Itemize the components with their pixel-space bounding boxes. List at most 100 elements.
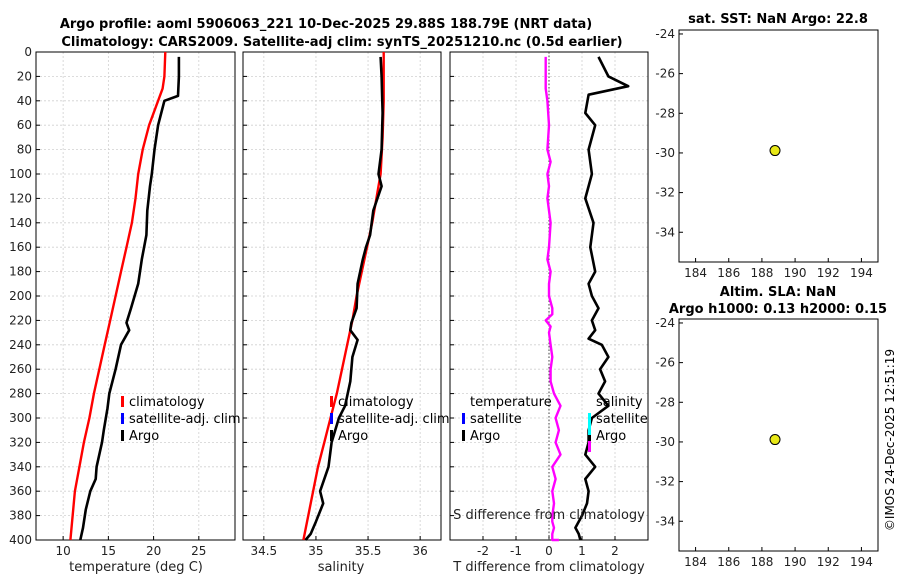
- map_sla-xtick-label: 188: [750, 555, 773, 569]
- sla-map-title-line1: Altim. SLA: NaN: [720, 285, 836, 300]
- map_sla-xtick-label: 190: [784, 555, 807, 569]
- map_sst-ytick-label: -34: [655, 225, 675, 239]
- difference-xtick-label: -1: [510, 544, 522, 558]
- map_sst-xtick-label: 194: [850, 266, 873, 280]
- map_sla-ytick-label: -26: [655, 356, 675, 370]
- sst-map-panel: 184 186 188 190 192 194 -24 -26 -28 -30 -32 -34: [655, 27, 879, 280]
- map_sla-ytick-label: -24: [655, 316, 675, 330]
- difference-temperature-legend-swatch: [462, 430, 465, 441]
- temperature-legend-label: Argo: [129, 429, 159, 444]
- difference-xlabel: T difference from climatology: [452, 560, 645, 575]
- temperature-legend-swatch: [121, 413, 124, 424]
- depth-tick-label: 160: [9, 240, 32, 254]
- temperature-legend-label: satellite-adj. clim: [129, 412, 241, 427]
- satellite-salinity-marker: [588, 424, 591, 435]
- temperature-xtick-label: 15: [101, 544, 116, 558]
- imos-timestamp: ©IMOS 24-Dec-2025 12:51:19: [883, 349, 897, 531]
- map_sla-xtick-label: 186: [717, 555, 740, 569]
- depth-tick-label: 20: [17, 69, 32, 83]
- salinity-legend-label: satellite-adj. clim: [338, 412, 450, 427]
- map_sla-ytick-label: -34: [655, 514, 675, 528]
- depth-tick-label: 120: [9, 191, 32, 205]
- temperature-panel: 0 20 40 60 80 100 120 140 160 180 200 220 240 260 280 3…: [9, 45, 241, 558]
- salinity-panel: 34.5 35 35.5 36 climatology satellite-adj. cl…: [242, 51, 450, 558]
- salinity-xlabel: salinity: [318, 560, 365, 575]
- depth-tick-label: 60: [17, 118, 32, 132]
- figure-title-line1: Argo profile: aoml 5906063_221 10-Dec-20…: [60, 17, 592, 32]
- map_sst-ytick-label: -28: [655, 106, 675, 120]
- temperature-climatology-line: [69, 51, 167, 541]
- depth-tick-label: 260: [9, 362, 32, 376]
- temperature-xtick-label: 25: [191, 544, 206, 558]
- difference-xtick-label: -2: [477, 544, 489, 558]
- salinity-legend-swatch: [330, 430, 333, 441]
- salinity-xtick-label: 34.5: [250, 544, 277, 558]
- difference-temperature-legend-label: satellite: [470, 412, 522, 427]
- difference-salinity-legend-label: salinity: [596, 395, 643, 410]
- map_sla-ytick-label: -30: [655, 435, 675, 449]
- salinity-legend-swatch: [330, 413, 333, 424]
- figure-title-line2: Climatology: CARS2009. Satellite-adj cli…: [61, 35, 622, 50]
- depth-tick-label: 280: [9, 387, 32, 401]
- depth-tick-label: 320: [9, 435, 32, 449]
- map_sst-xtick-label: 188: [750, 266, 773, 280]
- salinity-xtick-label: 36: [413, 544, 428, 558]
- salinity-xtick-label: 35: [308, 544, 323, 558]
- salinity-legend-swatch: [330, 396, 333, 407]
- map_sla-axes-box: [678, 318, 879, 552]
- depth-tick-label: 180: [9, 265, 32, 279]
- map_sst-xtick-label: 186: [717, 266, 740, 280]
- difference-temperature-legend-swatch: [462, 413, 465, 424]
- difference-xtick-label: 0: [545, 544, 553, 558]
- temperature-legend-swatch: [121, 430, 124, 441]
- depth-tick-label: 380: [9, 509, 32, 523]
- depth-tick-label: 40: [17, 94, 32, 108]
- temperature-xtick-label: 20: [146, 544, 161, 558]
- depth-tick-label: 300: [9, 411, 32, 425]
- map_sst-ytick-label: -26: [655, 67, 675, 81]
- difference-salinity-legend-label: satellite: [596, 412, 648, 427]
- map_sla-xtick-label: 192: [817, 555, 840, 569]
- difference-salinity-legend-swatch: [588, 413, 591, 424]
- difference-salinity-legend-swatch: [588, 430, 591, 441]
- difference-temperature-legend-label: Argo: [470, 429, 500, 444]
- depth-tick-label: 340: [9, 460, 32, 474]
- difference-temperature-legend-label: temperature: [470, 395, 552, 410]
- map_sst-xtick-label: 184: [684, 266, 707, 280]
- map_sst-ytick-label: -32: [655, 186, 675, 200]
- depth-tick-label: 200: [9, 289, 32, 303]
- map_sla-argo-position-marker: [769, 434, 781, 446]
- map_sst-axes-box: [678, 29, 879, 263]
- difference-xtick-label: 2: [611, 544, 619, 558]
- map_sst-argo-position-marker: [769, 145, 781, 157]
- difference-xtick-label: 1: [578, 544, 586, 558]
- difference-salinity-legend-label: Argo: [596, 429, 626, 444]
- temperature-difference-line: [544, 56, 562, 542]
- depth-tick-label: 100: [9, 167, 32, 181]
- depth-tick-label: 140: [9, 216, 32, 230]
- depth-tick-label: 240: [9, 338, 32, 352]
- salinity-difference-line: [574, 56, 630, 541]
- temperature-xlabel: temperature (deg C): [69, 560, 203, 575]
- map_sst-ytick-label: -30: [655, 146, 675, 160]
- difference-secondary-label: S difference from climatology: [453, 508, 645, 523]
- sst-map-title: sat. SST: NaN Argo: 22.8: [688, 12, 868, 27]
- map_sla-ytick-label: -28: [655, 395, 675, 409]
- salinity-climatology-line: [302, 52, 385, 541]
- depth-tick-label: 80: [17, 143, 32, 157]
- depth-tick-label: 360: [9, 484, 32, 498]
- map_sst-xtick-label: 190: [784, 266, 807, 280]
- temperature-argo-line: [79, 56, 181, 541]
- map_sst-xtick-label: 192: [817, 266, 840, 280]
- map_sla-xtick-label: 184: [684, 555, 707, 569]
- depth-tick-label: 220: [9, 313, 32, 327]
- argo-salinity-marker: [588, 441, 591, 452]
- map_sst-ytick-label: -24: [655, 27, 675, 41]
- temperature-xtick-label: 10: [55, 544, 70, 558]
- depth-tick-label: 0: [24, 45, 32, 59]
- depth-tick-label: 400: [9, 533, 32, 547]
- map_sla-xtick-label: 194: [850, 555, 873, 569]
- salinity-argo-line: [304, 56, 384, 541]
- salinity-legend-label: Argo: [338, 429, 368, 444]
